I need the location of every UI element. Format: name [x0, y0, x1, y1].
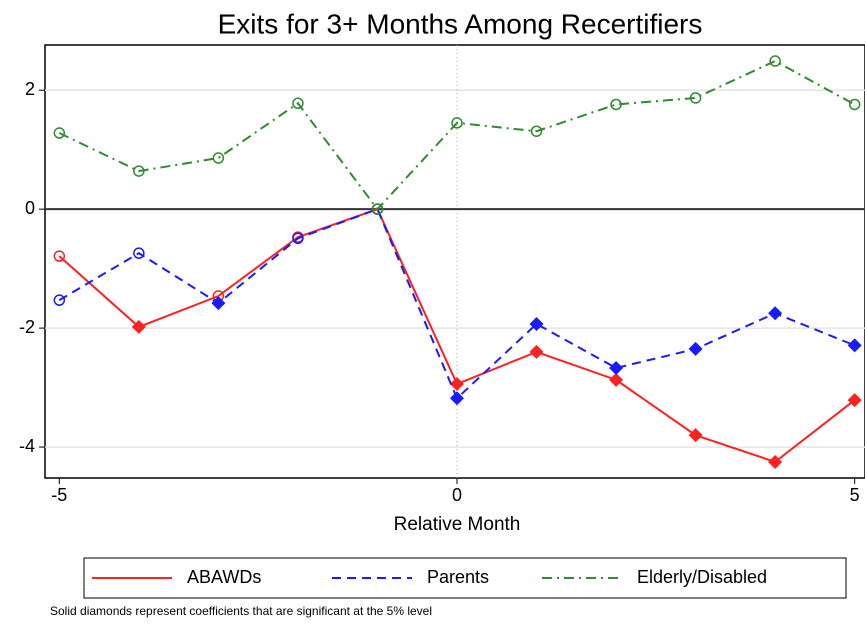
x-axis-label: Relative Month	[394, 514, 521, 535]
marker	[451, 117, 463, 129]
legend-label: ABAWDs	[187, 567, 261, 587]
marker	[212, 152, 225, 164]
plot-area	[44, 44, 865, 479]
marker	[848, 98, 861, 111]
y-tick-label: -2	[19, 317, 35, 337]
marker	[371, 203, 384, 215]
x-tick-label: 0	[452, 485, 462, 505]
legend-label: Elderly/Disabled	[637, 567, 767, 587]
significant-marker	[449, 391, 464, 406]
marker	[292, 232, 304, 245]
significant-marker	[768, 306, 783, 321]
x-tick-label: 5	[850, 485, 860, 505]
footnote: Solid diamonds represent coefficients th…	[50, 604, 432, 618]
marker	[133, 165, 145, 177]
marker	[610, 98, 622, 111]
y-tick-label: 0	[25, 198, 35, 218]
marker	[133, 247, 145, 259]
marker	[292, 97, 304, 110]
chart-title: Exits for 3+ Months Among Recertifiers	[218, 8, 703, 39]
significant-marker	[847, 393, 862, 408]
marker	[530, 125, 543, 137]
significant-marker	[688, 341, 703, 356]
y-tick-label: 2	[25, 79, 35, 99]
x-tick-label: -5	[51, 485, 67, 505]
significant-marker	[211, 296, 226, 311]
significant-marker	[449, 377, 464, 392]
significant-marker	[768, 454, 783, 469]
marker	[53, 250, 66, 262]
significant-marker	[609, 360, 624, 375]
series-line	[58, 59, 856, 211]
significant-marker	[609, 372, 624, 387]
legend-box	[83, 557, 847, 599]
marker	[53, 294, 66, 306]
marker	[689, 92, 702, 104]
marker	[769, 55, 781, 67]
significant-marker	[847, 338, 862, 353]
significant-marker	[529, 344, 544, 359]
significant-marker	[131, 319, 146, 334]
y-tick-label: -4	[19, 436, 35, 456]
significant-marker	[529, 316, 544, 331]
marker	[53, 127, 66, 139]
significant-marker	[688, 428, 703, 443]
legend-label: Parents	[427, 567, 489, 587]
